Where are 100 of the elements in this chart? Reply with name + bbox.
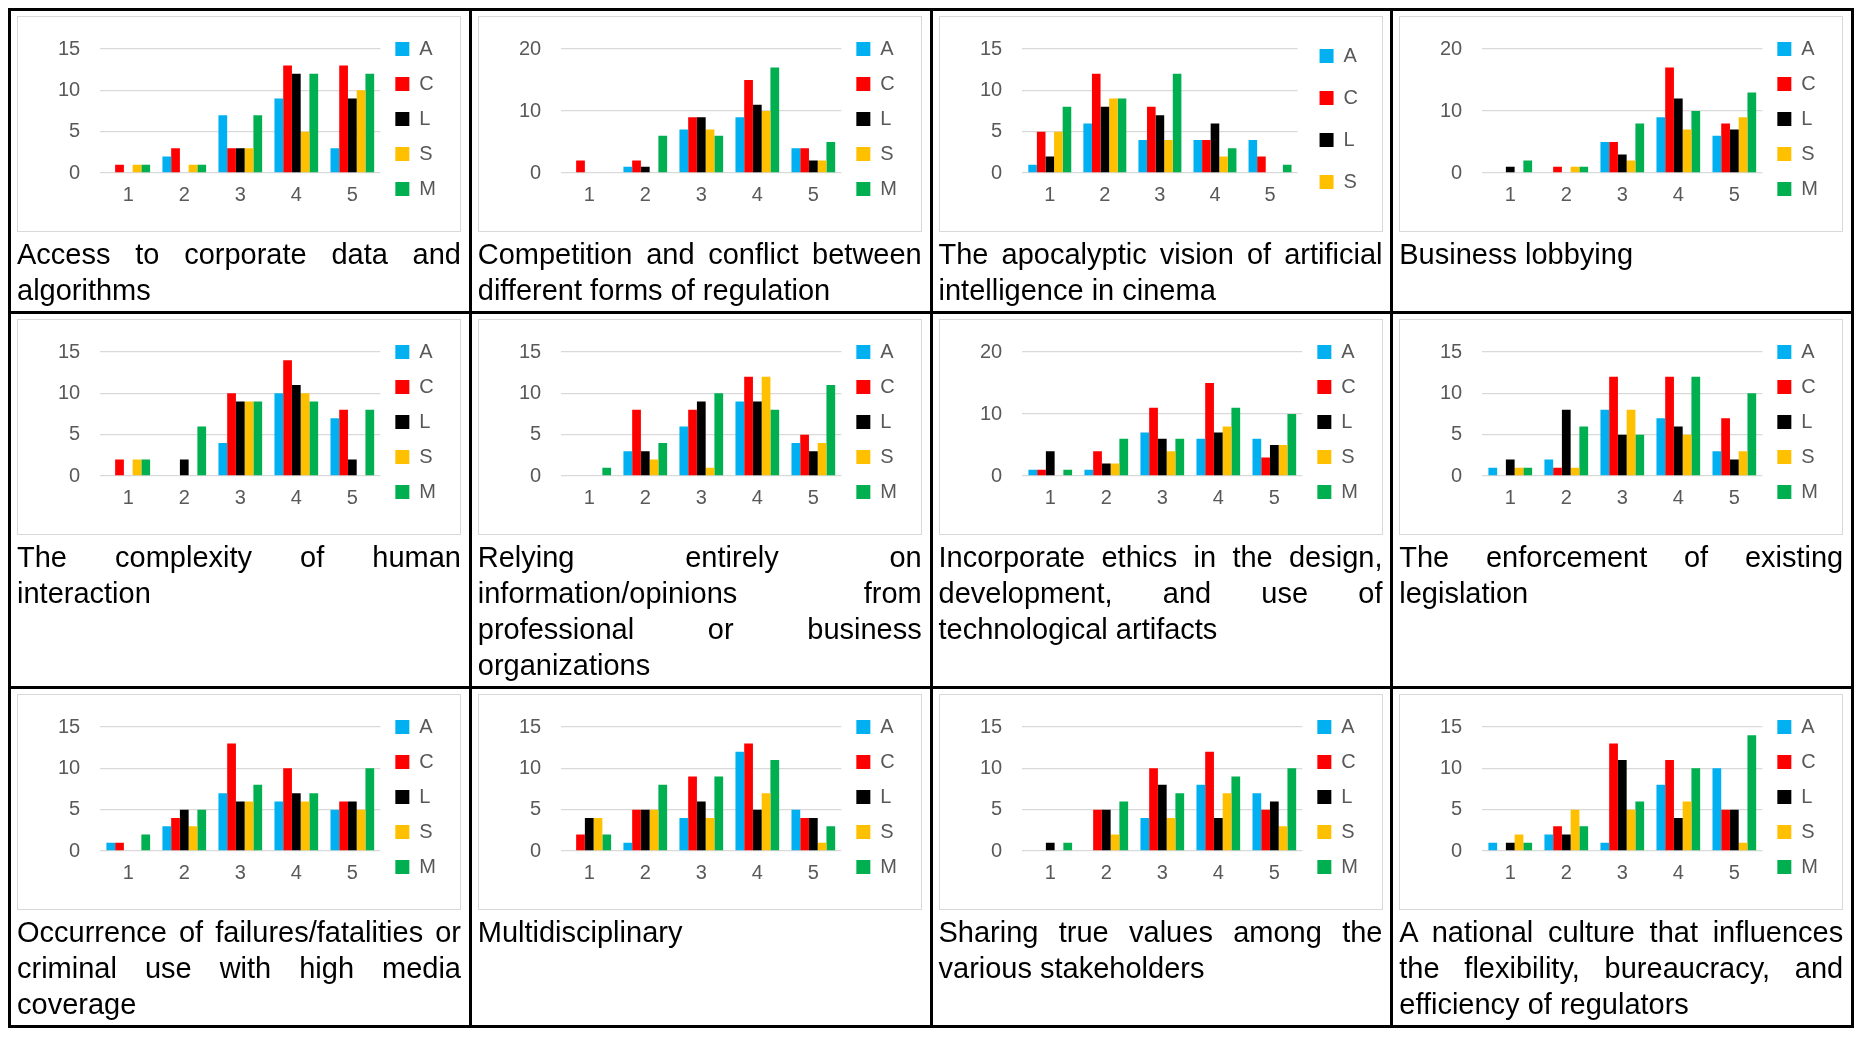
y-tick-label: 0: [529, 838, 541, 861]
legend-label: L: [880, 106, 892, 129]
bar: [253, 401, 263, 476]
bar: [808, 451, 818, 476]
y-tick-label: 20: [979, 339, 1002, 362]
x-tick-label: 4: [1212, 485, 1224, 508]
bar: [1674, 817, 1683, 851]
bar: [808, 817, 818, 851]
bar: [593, 817, 603, 851]
bar: [1091, 73, 1101, 173]
bar: [283, 360, 292, 476]
bar: [1635, 434, 1645, 476]
bar: [1092, 809, 1102, 851]
legend-label: L: [419, 106, 431, 129]
bar: [300, 131, 310, 173]
x-tick-label: 2: [1560, 485, 1573, 508]
bar: [244, 148, 254, 173]
y-tick-label: 5: [990, 797, 1002, 820]
bar: [640, 809, 650, 851]
bar: [1053, 131, 1063, 173]
legend-label: A: [1801, 714, 1816, 737]
bar: [141, 164, 151, 173]
x-tick-label: 3: [1153, 182, 1165, 205]
bar: [1045, 451, 1055, 476]
bar: [1730, 129, 1739, 173]
bar: [197, 164, 207, 173]
x-tick-label: 1: [1043, 182, 1055, 205]
bar: [1579, 166, 1589, 173]
bar: [687, 409, 697, 476]
bar: [679, 817, 688, 851]
bar: [1514, 834, 1524, 851]
bar: [347, 801, 357, 851]
bar: [1682, 434, 1692, 476]
legend-label: L: [880, 784, 892, 807]
legend-label: L: [1801, 106, 1813, 129]
legend-label: C: [1801, 71, 1817, 94]
x-tick-label: 4: [1212, 860, 1224, 883]
x-tick-label: 5: [807, 182, 819, 205]
bar: [1101, 463, 1111, 476]
y-tick-label: 10: [58, 380, 81, 403]
legend-label: C: [419, 71, 434, 94]
y-tick-label: 0: [1451, 463, 1463, 486]
x-tick-label: 3: [695, 182, 707, 205]
bar: [1251, 793, 1261, 851]
y-tick-label: 10: [1440, 380, 1463, 403]
bar: [309, 73, 319, 173]
bar: [1256, 156, 1266, 173]
text: Sharing true values among the various stakeholders: [938, 915, 1383, 986]
bar: [235, 401, 245, 476]
legend-label: S: [419, 444, 433, 467]
bar: [115, 842, 124, 851]
x-tick-label: 4: [751, 860, 763, 883]
bar: [1269, 801, 1279, 851]
bar: [1195, 438, 1205, 476]
bar: [1600, 142, 1610, 173]
bar: [1146, 106, 1156, 173]
bar: [1600, 409, 1610, 476]
x-tick-label: 1: [1044, 860, 1056, 883]
y-tick-label: 15: [1440, 714, 1463, 737]
bar: [752, 809, 762, 851]
x-tick-label: 2: [1560, 182, 1573, 205]
bar: [227, 148, 236, 173]
bar: [244, 801, 254, 851]
bar: [658, 784, 667, 851]
bar: [1118, 801, 1128, 851]
bar: [1682, 129, 1692, 173]
bar: [1148, 407, 1158, 476]
bar: [1213, 432, 1223, 476]
legend-label: A: [419, 36, 434, 59]
bar: [1166, 817, 1175, 851]
bar: [1148, 768, 1158, 851]
bar: [365, 73, 375, 173]
bar: [1747, 92, 1757, 173]
bar: [1062, 842, 1072, 851]
bar: [1682, 801, 1692, 851]
bar: [1553, 166, 1563, 173]
bar: [1139, 432, 1149, 476]
legend-label: S: [1343, 169, 1357, 192]
x-tick-label: 2: [178, 485, 190, 508]
bar: [696, 401, 706, 476]
bar: [235, 148, 245, 173]
y-tick-label: 5: [1451, 797, 1463, 820]
x-tick-label: 2: [639, 182, 651, 205]
bar: [188, 826, 198, 851]
y-tick-label: 15: [979, 36, 1002, 59]
bar: [1635, 123, 1645, 173]
y-tick-label: 10: [58, 755, 81, 778]
bar: [244, 401, 254, 476]
bar: [761, 376, 771, 476]
bar: [658, 135, 667, 173]
y-tick-label: 0: [529, 160, 541, 183]
y-tick-label: 5: [990, 119, 1002, 142]
bar: [1618, 434, 1627, 476]
bar: [218, 115, 228, 173]
bar: [141, 834, 151, 851]
x-tick-label: 1: [1044, 485, 1056, 508]
bar: [1278, 826, 1287, 851]
bar: [1210, 123, 1219, 173]
bar: [300, 393, 310, 476]
bar: [1166, 451, 1175, 476]
